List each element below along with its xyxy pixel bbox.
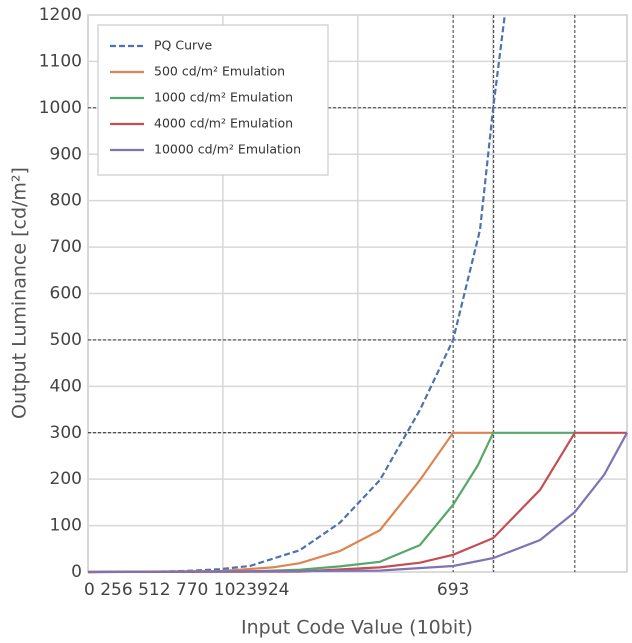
y-tick-label: 1200 bbox=[39, 5, 82, 25]
series-line bbox=[87, 431, 494, 574]
y-tick-label: 900 bbox=[50, 144, 82, 164]
y-tick-label: 1100 bbox=[39, 51, 82, 71]
y-tick-label: 1000 bbox=[39, 98, 82, 118]
legend: PQ Curve 500 cd/m² Emulation 1000 cd/m² Em… bbox=[97, 24, 329, 176]
x-tick-text: 0 256 512 770 1023924 bbox=[84, 580, 290, 600]
y-tick-label: 700 bbox=[50, 237, 82, 257]
legend-label: PQ Curve bbox=[154, 38, 213, 53]
y-tick-label: 0 bbox=[71, 562, 82, 582]
y-tick-label: 400 bbox=[50, 376, 82, 396]
y-tick-label: 300 bbox=[50, 423, 82, 443]
y-axis-label: Output Luminance [cd/m²] bbox=[9, 167, 31, 419]
series-line bbox=[87, 432, 628, 574]
y-tick-label: 800 bbox=[50, 191, 82, 211]
legend-label: 4000 cd/m² Emulation bbox=[154, 116, 293, 131]
y-tick-label: 100 bbox=[50, 516, 82, 536]
x-tick-label: 693 bbox=[437, 580, 469, 600]
legend-label: 10000 cd/m² Emulation bbox=[154, 142, 301, 157]
legend-label: 1000 cd/m² Emulation bbox=[154, 90, 293, 105]
legend-label: 500 cd/m² Emulation bbox=[154, 64, 285, 79]
y-tick-label: 200 bbox=[50, 469, 82, 489]
y-tick-label: 600 bbox=[50, 284, 82, 304]
x-axis-label: Input Code Value (10bit) bbox=[241, 617, 473, 639]
series-line bbox=[87, 14, 506, 574]
y-tick-label: 500 bbox=[50, 330, 82, 350]
